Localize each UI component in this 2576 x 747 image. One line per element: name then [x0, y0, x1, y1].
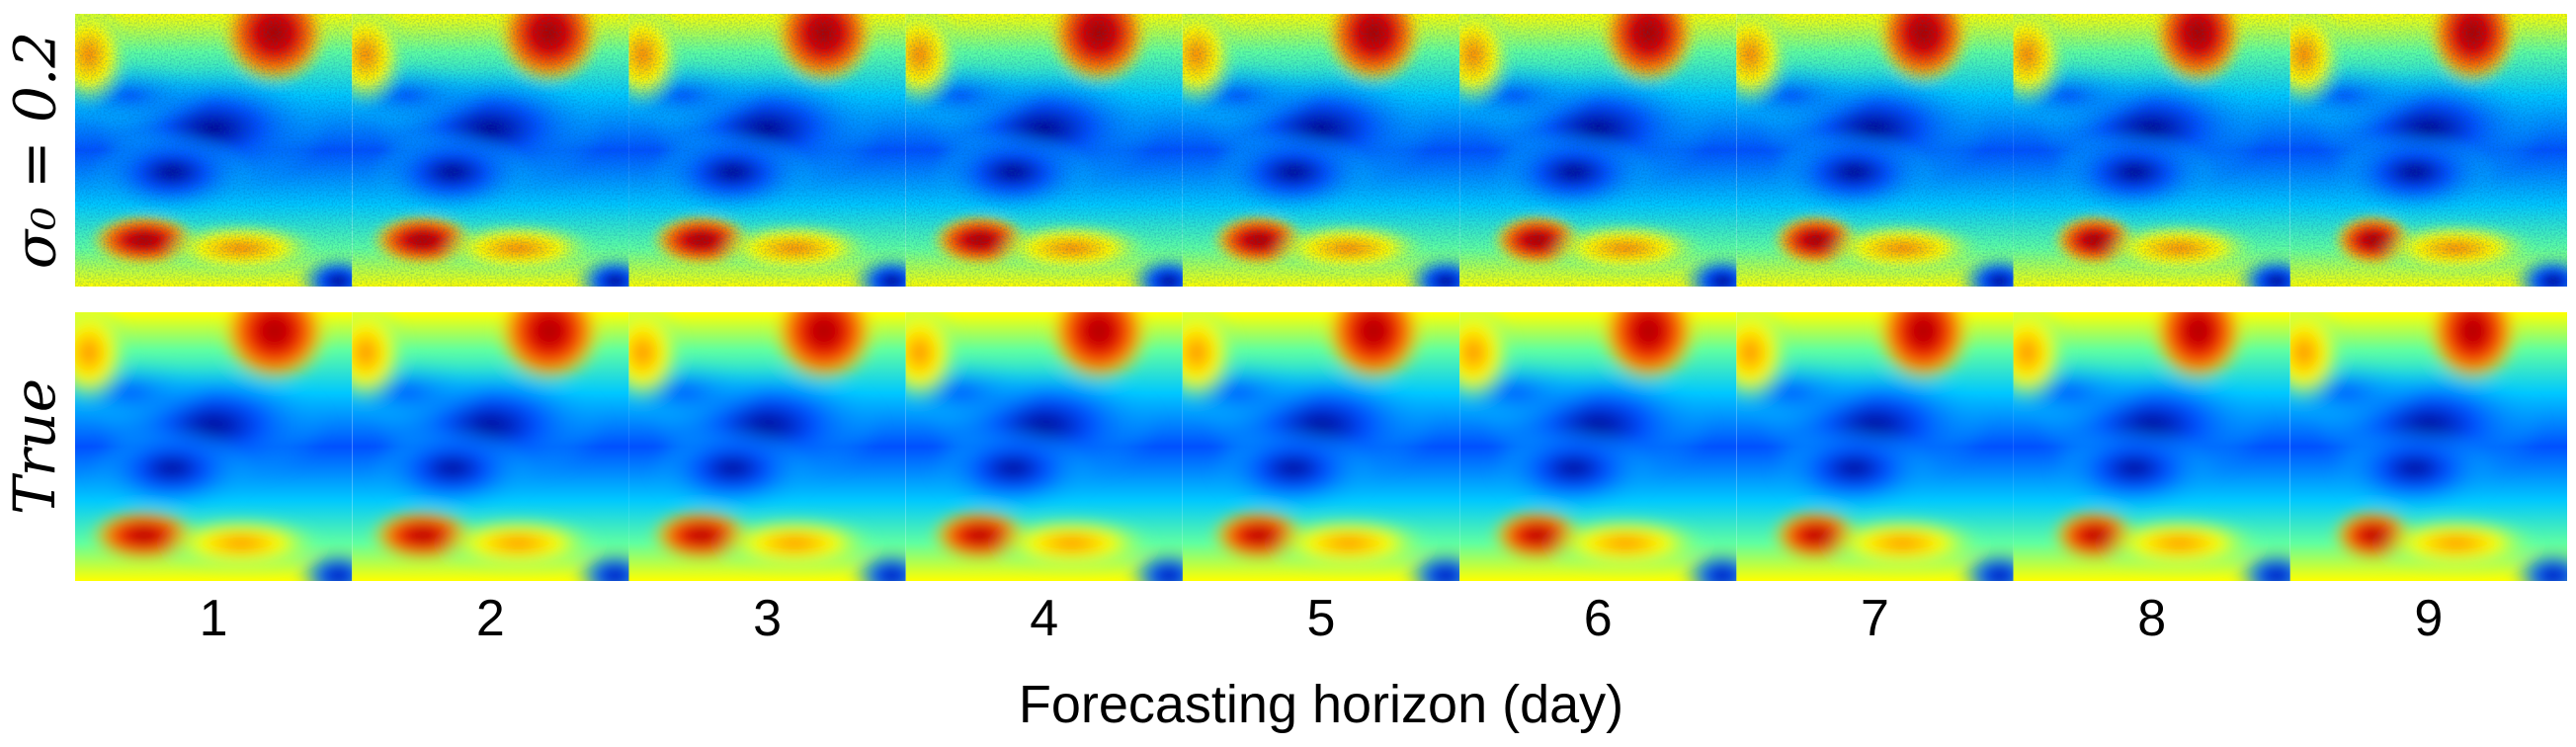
row-label-true-text: True [1, 377, 68, 516]
panel-day-6-true [1459, 312, 1737, 581]
tick-label-day-7: 7 [1860, 590, 1889, 647]
panel-day-9-true [2289, 312, 2567, 581]
panel-day-7-noisy [1736, 14, 2014, 287]
true-field-strip [75, 312, 2567, 581]
panel-day-4-true [905, 312, 1183, 581]
row-label-noise-level-text: σ₀ = 0.2 [1, 31, 68, 270]
panel-day-1-noisy [75, 14, 353, 287]
tick-label-day-2: 2 [475, 590, 505, 647]
heatmap-strip-noisy [75, 14, 2567, 287]
heatmap-strip-true [75, 312, 2567, 581]
tick-label-day-5: 5 [1306, 590, 1336, 647]
tick-label-day-8: 8 [2137, 590, 2167, 647]
panel-day-2-noisy [352, 14, 629, 287]
row-label-noise-level: σ₀ = 0.2 [0, 14, 69, 287]
panel-day-3-noisy [628, 14, 906, 287]
x-axis-label: Forecasting horizon (day) [1018, 675, 1624, 734]
panel-day-2-true [352, 312, 629, 581]
panel-day-5-noisy [1182, 14, 1460, 287]
tick-label-day-9: 9 [2414, 590, 2444, 647]
tick-label-day-6: 6 [1583, 590, 1613, 647]
noisy-forecast-strip [75, 14, 2567, 287]
panel-day-4-noisy [905, 14, 1183, 287]
panel-day-5-true [1182, 312, 1460, 581]
row-label-true: True [0, 312, 69, 581]
tick-label-day-4: 4 [1030, 590, 1059, 647]
forecast-day-ticks: 1 2 3 4 5 6 7 8 9 [75, 589, 2567, 658]
panel-day-8-noisy [2013, 14, 2290, 287]
panel-day-9-noisy [2289, 14, 2567, 287]
panel-day-1-true [75, 312, 353, 581]
panel-day-7-true [1736, 312, 2014, 581]
panel-day-6-noisy [1459, 14, 1737, 287]
panel-day-3-true [628, 312, 906, 581]
tick-label-day-1: 1 [199, 590, 228, 647]
panel-day-8-true [2013, 312, 2290, 581]
tick-label-day-3: 3 [753, 590, 782, 647]
